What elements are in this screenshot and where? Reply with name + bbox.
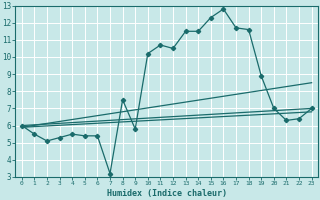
X-axis label: Humidex (Indice chaleur): Humidex (Indice chaleur) xyxy=(107,189,227,198)
